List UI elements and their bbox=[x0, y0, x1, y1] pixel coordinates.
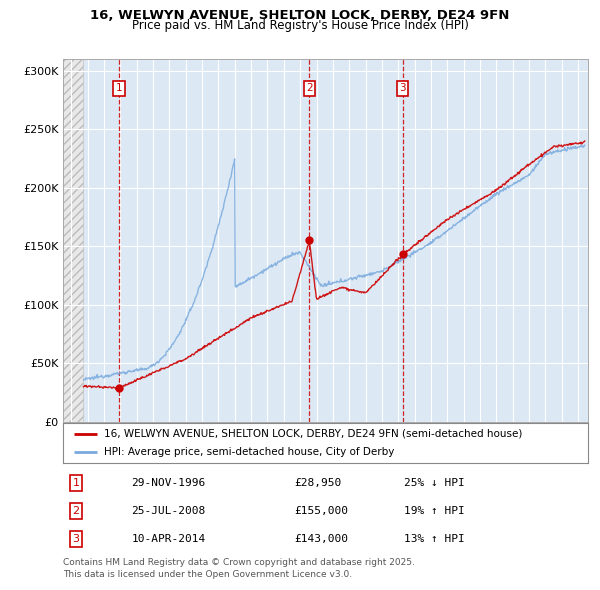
Text: 13% ↑ HPI: 13% ↑ HPI bbox=[404, 534, 465, 544]
Text: 16, WELWYN AVENUE, SHELTON LOCK, DERBY, DE24 9FN: 16, WELWYN AVENUE, SHELTON LOCK, DERBY, … bbox=[91, 9, 509, 22]
Text: Contains HM Land Registry data © Crown copyright and database right 2025.
This d: Contains HM Land Registry data © Crown c… bbox=[63, 558, 415, 579]
Text: 29-NOV-1996: 29-NOV-1996 bbox=[131, 478, 205, 488]
Text: 3: 3 bbox=[400, 83, 406, 93]
Text: 10-APR-2014: 10-APR-2014 bbox=[131, 534, 205, 544]
Text: 19% ↑ HPI: 19% ↑ HPI bbox=[404, 506, 465, 516]
Text: £143,000: £143,000 bbox=[294, 534, 348, 544]
Text: 2: 2 bbox=[73, 506, 80, 516]
Text: 16, WELWYN AVENUE, SHELTON LOCK, DERBY, DE24 9FN (semi-detached house): 16, WELWYN AVENUE, SHELTON LOCK, DERBY, … bbox=[104, 429, 523, 439]
Text: 25% ↓ HPI: 25% ↓ HPI bbox=[404, 478, 465, 488]
Text: HPI: Average price, semi-detached house, City of Derby: HPI: Average price, semi-detached house,… bbox=[104, 447, 394, 457]
Text: £155,000: £155,000 bbox=[294, 506, 348, 516]
Text: 3: 3 bbox=[73, 534, 80, 544]
Text: 2: 2 bbox=[306, 83, 313, 93]
Text: 1: 1 bbox=[73, 478, 80, 488]
Text: £28,950: £28,950 bbox=[294, 478, 341, 488]
Text: 25-JUL-2008: 25-JUL-2008 bbox=[131, 506, 205, 516]
Text: 1: 1 bbox=[116, 83, 122, 93]
Text: Price paid vs. HM Land Registry's House Price Index (HPI): Price paid vs. HM Land Registry's House … bbox=[131, 19, 469, 32]
